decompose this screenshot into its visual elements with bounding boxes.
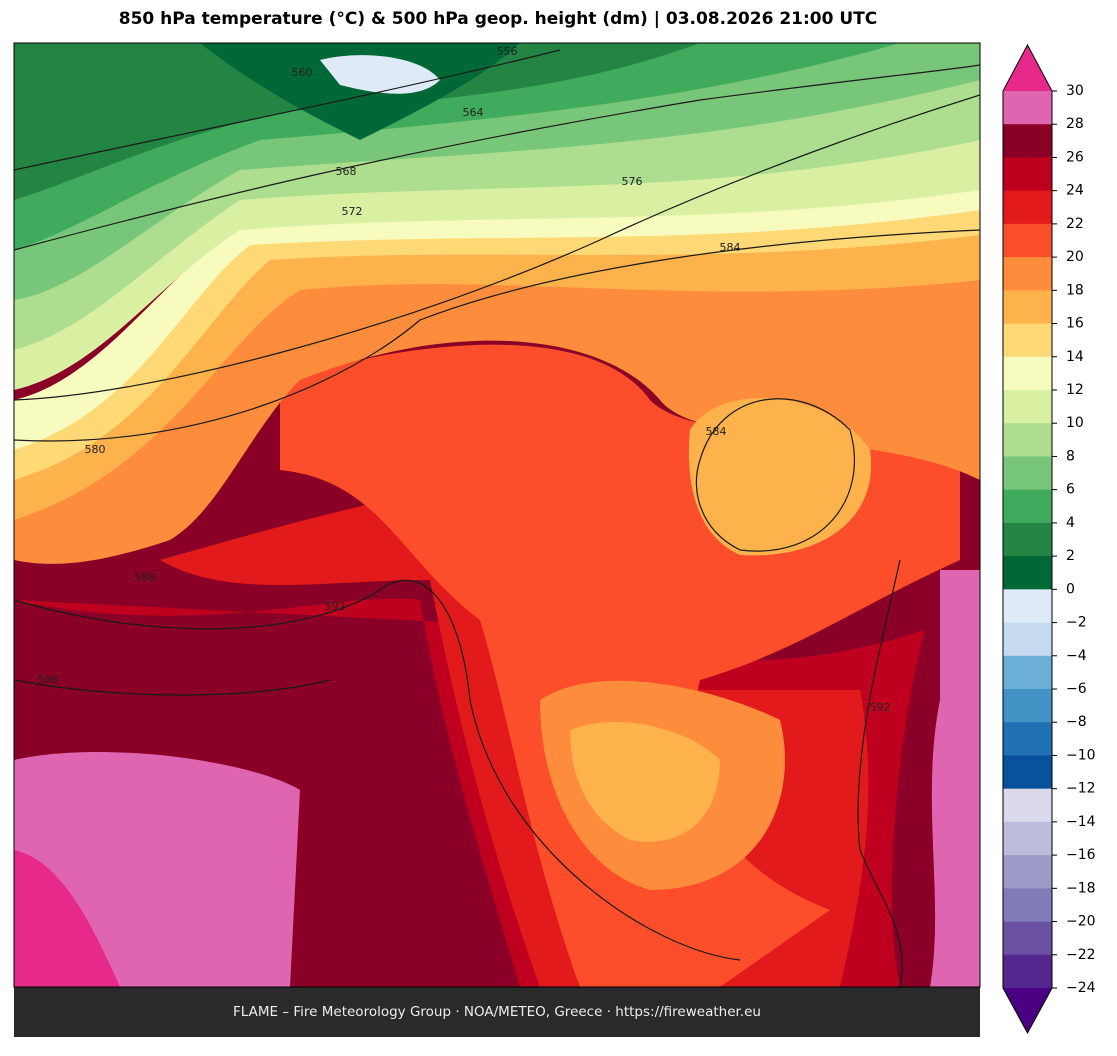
colorbar-tick-label: −10: [1066, 747, 1096, 763]
colorbar-band: [1003, 788, 1052, 823]
colorbar-band: [1003, 689, 1052, 723]
contour-label: 560: [292, 66, 313, 79]
colorbar-band: [1003, 489, 1052, 524]
colorbar-tick-label: −20: [1066, 914, 1096, 930]
contour-label: 576: [622, 175, 643, 188]
colorbar-band: [1003, 522, 1052, 557]
colorbar-tick-label: 20: [1066, 249, 1084, 265]
colorbar-tick-label: −2: [1066, 615, 1087, 631]
colorbar-over: [1003, 45, 1052, 91]
contour-label: 568: [336, 165, 357, 178]
colorbar-band: [1003, 954, 1052, 989]
colorbar-under: [1003, 988, 1052, 1033]
colorbar-tick-label: 26: [1066, 149, 1084, 165]
contour-label: 592: [325, 600, 346, 613]
colorbar-tick-label: −6: [1066, 681, 1087, 697]
colorbar-band: [1003, 556, 1052, 590]
colorbar-band: [1003, 223, 1052, 258]
colorbar-tick-label: 2: [1066, 548, 1075, 564]
colorbar-band: [1003, 124, 1052, 158]
colorbar-band: [1003, 589, 1052, 624]
colorbar-band: [1003, 622, 1052, 657]
colorbar-tick-label: −22: [1066, 947, 1096, 963]
map-frame: [13, 42, 981, 988]
colorbar-band: [1003, 888, 1052, 923]
contour-label: 592: [870, 701, 891, 714]
colorbar-tick-label: −14: [1066, 814, 1096, 830]
colorbar-band: [1003, 323, 1052, 358]
contour-label: 564: [463, 106, 484, 119]
colorbar-tick-label: 28: [1066, 116, 1084, 132]
colorbar-tick-label: 30: [1066, 83, 1084, 99]
colorbar-tick-label: 4: [1066, 515, 1075, 531]
colorbar-band: [1003, 821, 1052, 856]
colorbar-tick-label: −8: [1066, 714, 1087, 730]
colorbar-band: [1003, 655, 1052, 690]
colorbar-tick-label: 22: [1066, 216, 1084, 232]
colorbar-tick-label: −18: [1066, 880, 1096, 896]
contour-label: 584: [720, 241, 741, 254]
colorbar-band: [1003, 91, 1052, 125]
colorbar-band: [1003, 157, 1052, 192]
colorbar-tick-label: −24: [1066, 980, 1096, 996]
colorbar-tick-label: 18: [1066, 282, 1084, 298]
contour-label: 596: [38, 673, 59, 686]
colorbar-tick-label: 10: [1066, 415, 1084, 431]
colorbar: 302826242220181614121086420−2−4−6−8−10−1…: [1002, 43, 1096, 1035]
colorbar-band: [1003, 722, 1052, 756]
colorbar-tick-label: 6: [1066, 482, 1075, 498]
contour-label: 556: [497, 45, 518, 58]
colorbar-band: [1003, 257, 1052, 291]
title: 850 hPa temperature (°C) & 500 hPa geop.…: [119, 9, 878, 29]
colorbar-band: [1003, 755, 1052, 790]
contour-label: 572: [342, 205, 363, 218]
colorbar-band: [1003, 423, 1052, 457]
contour-label: 580: [85, 443, 106, 456]
colorbar-band: [1003, 390, 1052, 424]
colorbar-tick-label: 12: [1066, 382, 1084, 398]
colorbar-band: [1003, 456, 1052, 491]
colorbar-tick-label: 0: [1066, 581, 1075, 597]
map: [14, 43, 980, 987]
colorbar-tick-label: −4: [1066, 648, 1087, 664]
footer: FLAME – Fire Meteorology Group · NOA/MET…: [233, 1004, 761, 1020]
contour-label: 588: [135, 571, 156, 584]
colorbar-band: [1003, 855, 1052, 889]
colorbar-tick-label: −12: [1066, 781, 1096, 797]
footer-bar: [14, 987, 980, 1037]
colorbar-band: [1003, 190, 1052, 225]
colorbar-tick-label: 14: [1066, 349, 1084, 365]
colorbar-tick-label: −16: [1066, 847, 1096, 863]
colorbar-band: [1003, 356, 1052, 391]
colorbar-band: [1003, 290, 1052, 325]
colorbar-tick-label: 16: [1066, 316, 1084, 332]
colorbar-band: [1003, 921, 1052, 956]
colorbar-tick-label: 24: [1066, 183, 1084, 199]
colorbar-tick-label: 8: [1066, 448, 1075, 464]
contour-label: 584: [706, 425, 727, 438]
